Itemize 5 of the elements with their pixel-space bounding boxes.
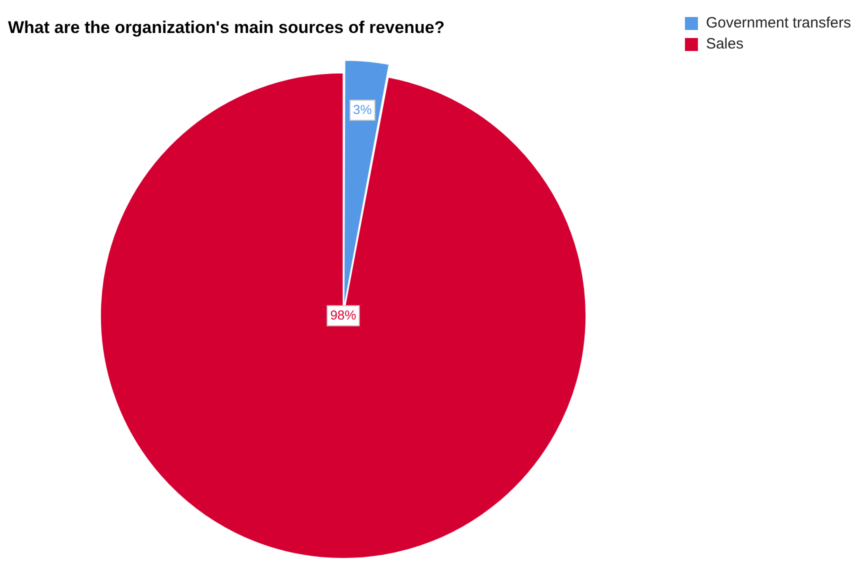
legend-label: Government transfers	[706, 14, 852, 32]
data-label: 3%	[353, 102, 372, 117]
legend-label: Sales	[706, 36, 744, 53]
chart-title: What are the organization's main sources of revenue?	[8, 18, 445, 37]
data-label: 98%	[330, 307, 357, 322]
